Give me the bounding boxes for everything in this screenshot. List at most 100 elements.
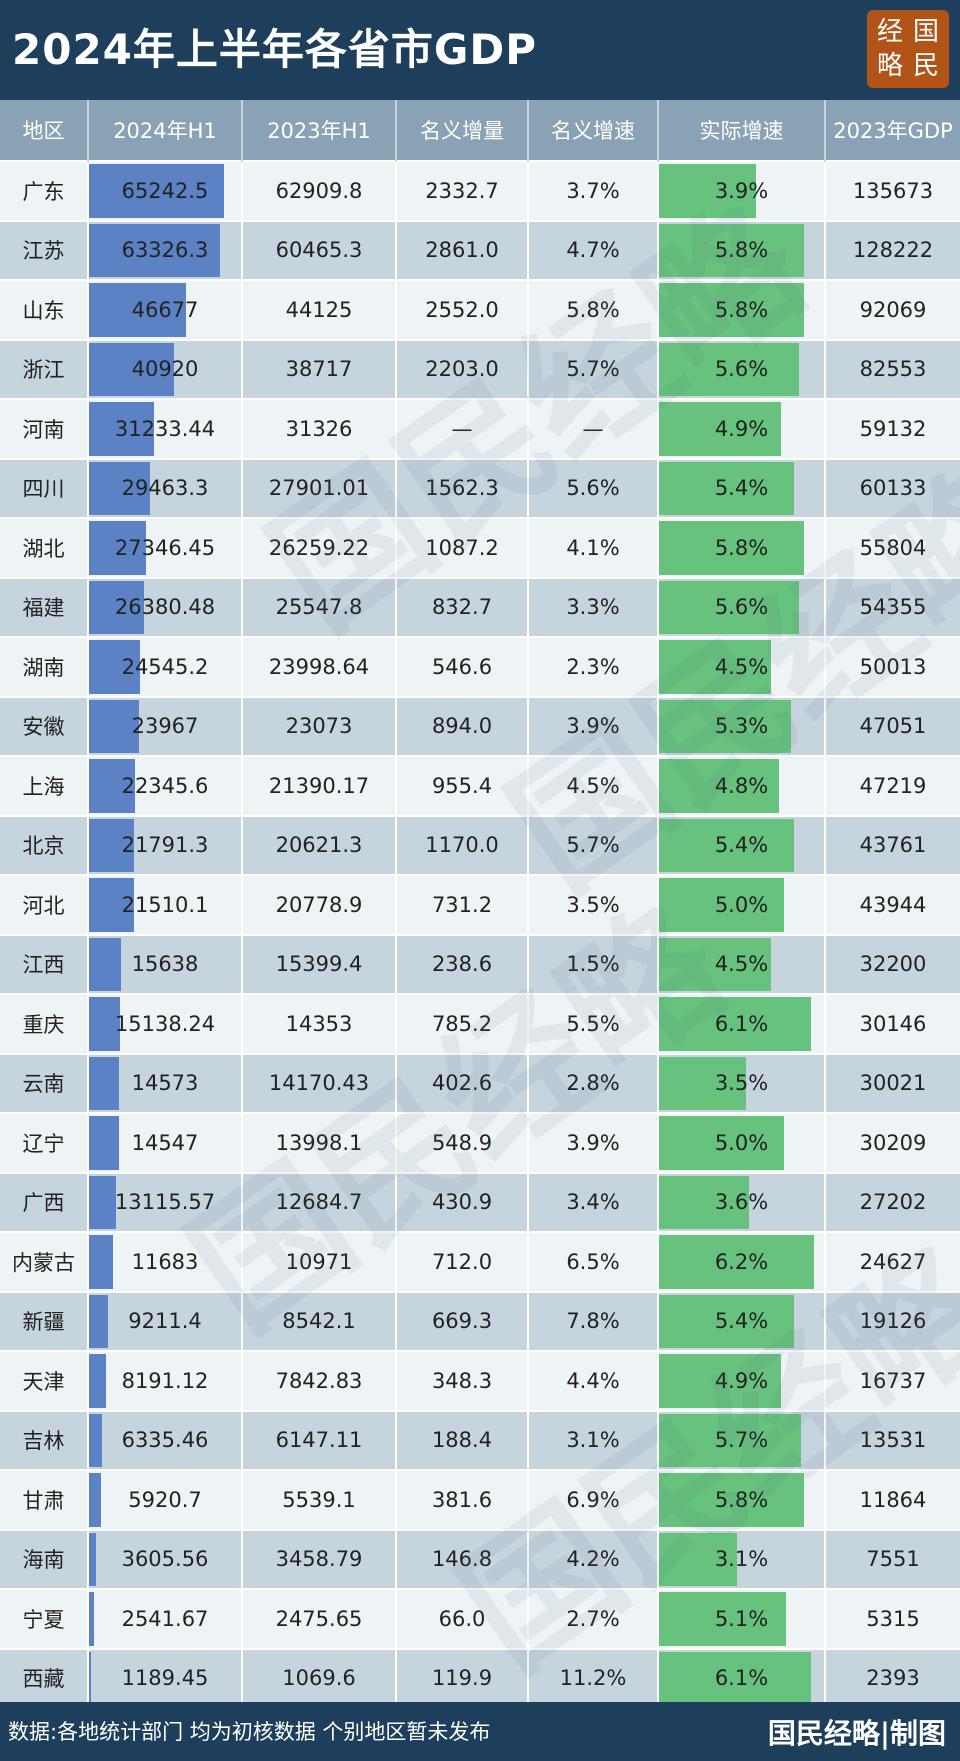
table-cell: 辽宁 bbox=[0, 1112, 88, 1173]
cell-value: 30146 bbox=[859, 1011, 927, 1036]
table-cell: 12684.7 bbox=[241, 1171, 396, 1232]
table-cell: 甘肃 bbox=[0, 1469, 88, 1530]
gdp-table: 地区 2024年H1 2023年H1 名义增量 名义增速 实际增速 2023年GDP 广东 6… bbox=[0, 100, 960, 1707]
table-cell: 60133 bbox=[824, 457, 960, 518]
gdp-h1-2024-bar bbox=[89, 164, 225, 218]
real-growth-bar bbox=[659, 759, 779, 813]
table-cell: 江西 bbox=[0, 933, 88, 994]
cell-value: 27901.01 bbox=[268, 476, 370, 501]
table-cell: 30146 bbox=[824, 993, 960, 1054]
table-cell: 60465.3 bbox=[241, 219, 396, 280]
gdp-h1-2024-bar bbox=[89, 937, 122, 991]
table-cell: 30209 bbox=[824, 1112, 960, 1173]
table-cell: 31233.44 bbox=[87, 398, 242, 459]
table-cell: 1069.6 bbox=[241, 1647, 396, 1707]
table-cell: 湖北 bbox=[0, 517, 88, 578]
cell-value: 546.6 bbox=[431, 654, 493, 679]
cell-value: 19126 bbox=[859, 1309, 927, 1334]
table-cell: 30021 bbox=[824, 1052, 960, 1113]
table-cell: 25547.8 bbox=[241, 576, 396, 637]
cell-value: 5.0% bbox=[714, 892, 769, 917]
table-cell: 3.5% bbox=[657, 1052, 825, 1113]
cell-value: 23967 bbox=[131, 714, 199, 739]
real-growth-bar bbox=[659, 1592, 787, 1646]
gdp-h1-2024-bar bbox=[89, 997, 121, 1051]
table-cell: 天津 bbox=[0, 1350, 88, 1411]
cell-value: 1.5% bbox=[566, 952, 620, 977]
cell-value: 6.9% bbox=[566, 1487, 620, 1512]
cell-value: 82553 bbox=[859, 357, 927, 382]
table-cell: — bbox=[395, 398, 528, 459]
table-cell: 14547 bbox=[87, 1112, 242, 1173]
table-cell: 712.0 bbox=[395, 1231, 528, 1292]
cell-value: 2552.0 bbox=[425, 297, 499, 322]
cell-value: 湖北 bbox=[22, 536, 65, 561]
cell-value: 15138.24 bbox=[114, 1011, 216, 1036]
table-row: 内蒙古 11683 10971 712.0 6.5% 6.2% 24627 bbox=[0, 1231, 960, 1292]
table-cell: 4.5% bbox=[657, 636, 825, 697]
table-cell: 2.8% bbox=[527, 1052, 658, 1113]
table-cell: 47051 bbox=[824, 695, 960, 756]
real-growth-bar bbox=[659, 1473, 804, 1527]
cell-value: 河北 bbox=[22, 893, 65, 918]
cell-value: 山东 bbox=[22, 298, 65, 323]
table-cell: 2332.7 bbox=[395, 160, 528, 221]
cell-value: 8191.12 bbox=[121, 1368, 209, 1393]
table-cell: 浙江 bbox=[0, 338, 88, 399]
table-cell: 6147.11 bbox=[241, 1409, 396, 1470]
cell-value: 40920 bbox=[131, 357, 199, 382]
cell-value: 59132 bbox=[859, 416, 927, 441]
cell-value: 5920.7 bbox=[128, 1487, 202, 1512]
table-cell: 27901.01 bbox=[241, 457, 396, 518]
table-cell: 5315 bbox=[824, 1588, 960, 1649]
table-cell: 894.0 bbox=[395, 695, 528, 756]
table-cell: 5.4% bbox=[657, 457, 825, 518]
cell-value: 3458.79 bbox=[275, 1547, 363, 1572]
cell-value: 128222 bbox=[852, 238, 934, 263]
table-cell: 吉林 bbox=[0, 1409, 88, 1470]
table-cell: 河南 bbox=[0, 398, 88, 459]
cell-value: 23073 bbox=[285, 714, 353, 739]
table-cell: 50013 bbox=[824, 636, 960, 697]
table-cell: 14353 bbox=[241, 993, 396, 1054]
table-cell: 6.5% bbox=[527, 1231, 658, 1292]
cell-value: 4.5% bbox=[714, 952, 769, 977]
cell-value: 13998.1 bbox=[275, 1130, 363, 1155]
table-row: 宁夏 2541.67 2475.65 66.0 2.7% 5.1% 5315 bbox=[0, 1588, 960, 1649]
cell-value: 13531 bbox=[859, 1428, 927, 1453]
table-cell: 24627 bbox=[824, 1231, 960, 1292]
table-cell: 6.1% bbox=[657, 1647, 825, 1707]
table-cell: 5.6% bbox=[657, 338, 825, 399]
gdp-h1-2024-bar bbox=[89, 759, 136, 813]
cell-value: 2541.67 bbox=[121, 1606, 209, 1631]
table-cell: 4.9% bbox=[657, 398, 825, 459]
cell-value: 福建 bbox=[22, 596, 65, 621]
table-cell: 146.8 bbox=[395, 1528, 528, 1589]
table-row: 北京 21791.3 20621.3 1170.0 5.7% 5.4% 43761 bbox=[0, 814, 960, 875]
table-header-row: 地区 2024年H1 2023年H1 名义增量 名义增速 实际增速 2023年GDP bbox=[0, 100, 960, 161]
table-cell: 15399.4 bbox=[241, 933, 396, 994]
cell-value: 11.2% bbox=[559, 1666, 627, 1691]
table-cell: 15638 bbox=[87, 933, 242, 994]
footer-bar: 数据:各地统计部门 均为初核数据 个别地区暂未发布 国民经略|制图 bbox=[0, 1702, 960, 1761]
table-cell: 云南 bbox=[0, 1052, 88, 1113]
cell-value: 3.5% bbox=[566, 892, 620, 917]
cell-value: 669.3 bbox=[431, 1309, 493, 1334]
table-cell: 7.8% bbox=[527, 1290, 658, 1351]
cell-value: 2.3% bbox=[566, 654, 620, 679]
cell-value: 天津 bbox=[22, 1369, 65, 1394]
table-cell: 2.3% bbox=[527, 636, 658, 697]
cell-value: 16737 bbox=[859, 1368, 927, 1393]
table-cell: 13115.57 bbox=[87, 1171, 242, 1232]
cell-value: 27346.45 bbox=[114, 535, 216, 560]
gdp-h1-2024-bar bbox=[89, 223, 221, 277]
cell-value: 894.0 bbox=[431, 714, 493, 739]
brand-logo: 经 国 略 民 bbox=[867, 10, 949, 88]
table-cell: 135673 bbox=[824, 160, 960, 221]
cell-value: 27202 bbox=[859, 1190, 927, 1215]
table-cell: 44125 bbox=[241, 279, 396, 340]
table-cell: 66.0 bbox=[395, 1588, 528, 1649]
real-growth-bar bbox=[659, 1532, 737, 1586]
cell-value: 2393 bbox=[866, 1666, 920, 1691]
table-row: 甘肃 5920.7 5539.1 381.6 6.9% 5.8% 11864 bbox=[0, 1469, 960, 1530]
